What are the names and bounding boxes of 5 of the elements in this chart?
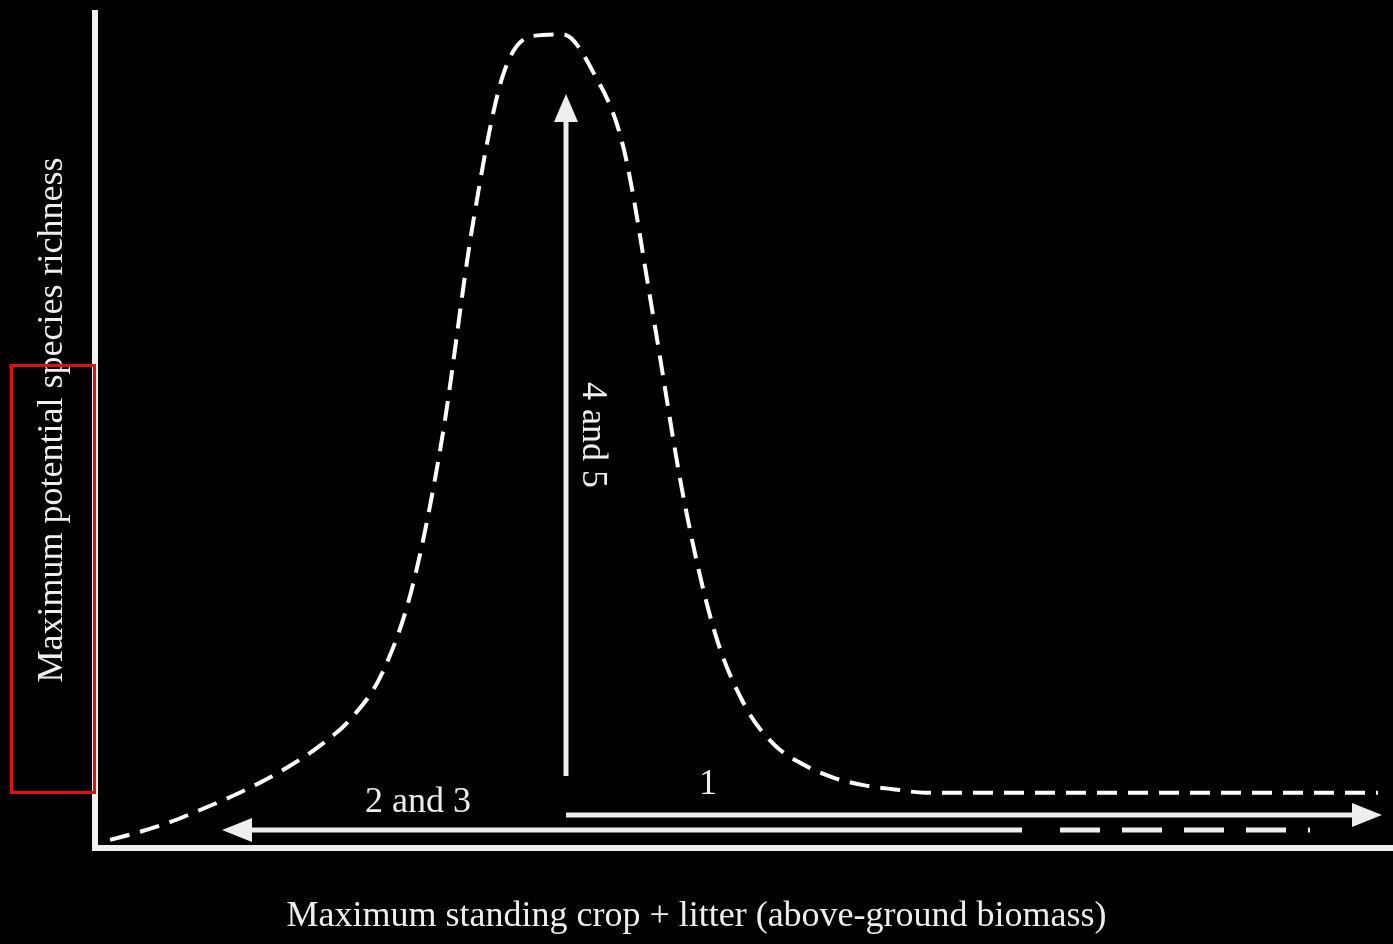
annotation: 2 and 3 [365,779,471,821]
annotation: 4 and 5 [574,382,616,488]
annotation: 1 [699,761,717,803]
x-axis-title: Maximum standing crop + litter (above-ground biomass) [285,893,1108,935]
y-axis-title: Maximum potential species richness [29,157,71,683]
